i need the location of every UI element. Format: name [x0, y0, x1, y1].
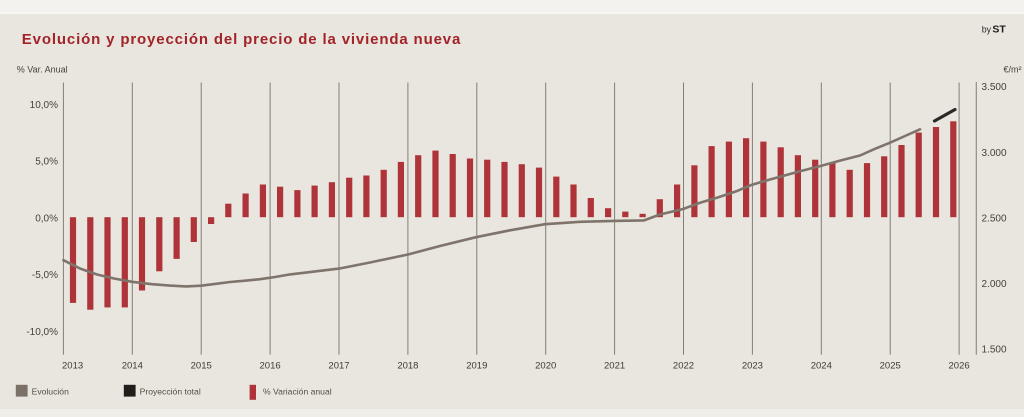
svg-text:2.000: 2.000 [982, 279, 1007, 290]
svg-text:2.500: 2.500 [982, 213, 1007, 224]
svg-text:2021: 2021 [604, 361, 625, 372]
svg-text:2014: 2014 [122, 361, 143, 372]
svg-text:2015: 2015 [191, 361, 212, 372]
svg-text:1.500: 1.500 [982, 345, 1007, 356]
svg-text:3.000: 3.000 [982, 148, 1007, 159]
svg-text:2018: 2018 [397, 361, 418, 372]
svg-text:% Variación anual: % Variación anual [263, 386, 332, 396]
svg-text:% Var. Anual: % Var. Anual [17, 65, 68, 75]
svg-text:3.500: 3.500 [982, 82, 1007, 93]
svg-text:Proyección total: Proyección total [140, 386, 201, 396]
svg-text:5,0%: 5,0% [35, 157, 58, 168]
svg-text:Evolución y proyección del pre: Evolución y proyección del precio de la … [22, 31, 461, 48]
svg-text:2026: 2026 [949, 361, 970, 372]
svg-text:by: by [982, 24, 992, 34]
svg-text:2024: 2024 [811, 361, 832, 372]
svg-text:Evolución: Evolución [32, 386, 69, 396]
svg-text:-10,0%: -10,0% [26, 327, 58, 338]
svg-text:2023: 2023 [742, 361, 763, 372]
svg-text:ST: ST [992, 23, 1006, 35]
svg-text:10,0%: 10,0% [30, 100, 58, 111]
svg-text:2017: 2017 [328, 361, 349, 372]
svg-text:2013: 2013 [62, 361, 83, 372]
svg-text:-5,0%: -5,0% [32, 270, 58, 281]
svg-text:€/m²: €/m² [1004, 65, 1022, 75]
svg-text:2019: 2019 [466, 361, 487, 372]
svg-text:2022: 2022 [673, 361, 694, 372]
svg-text:0,0%: 0,0% [35, 213, 58, 224]
svg-text:2025: 2025 [880, 361, 901, 372]
svg-text:2020: 2020 [535, 361, 556, 372]
svg-text:2016: 2016 [260, 361, 281, 372]
